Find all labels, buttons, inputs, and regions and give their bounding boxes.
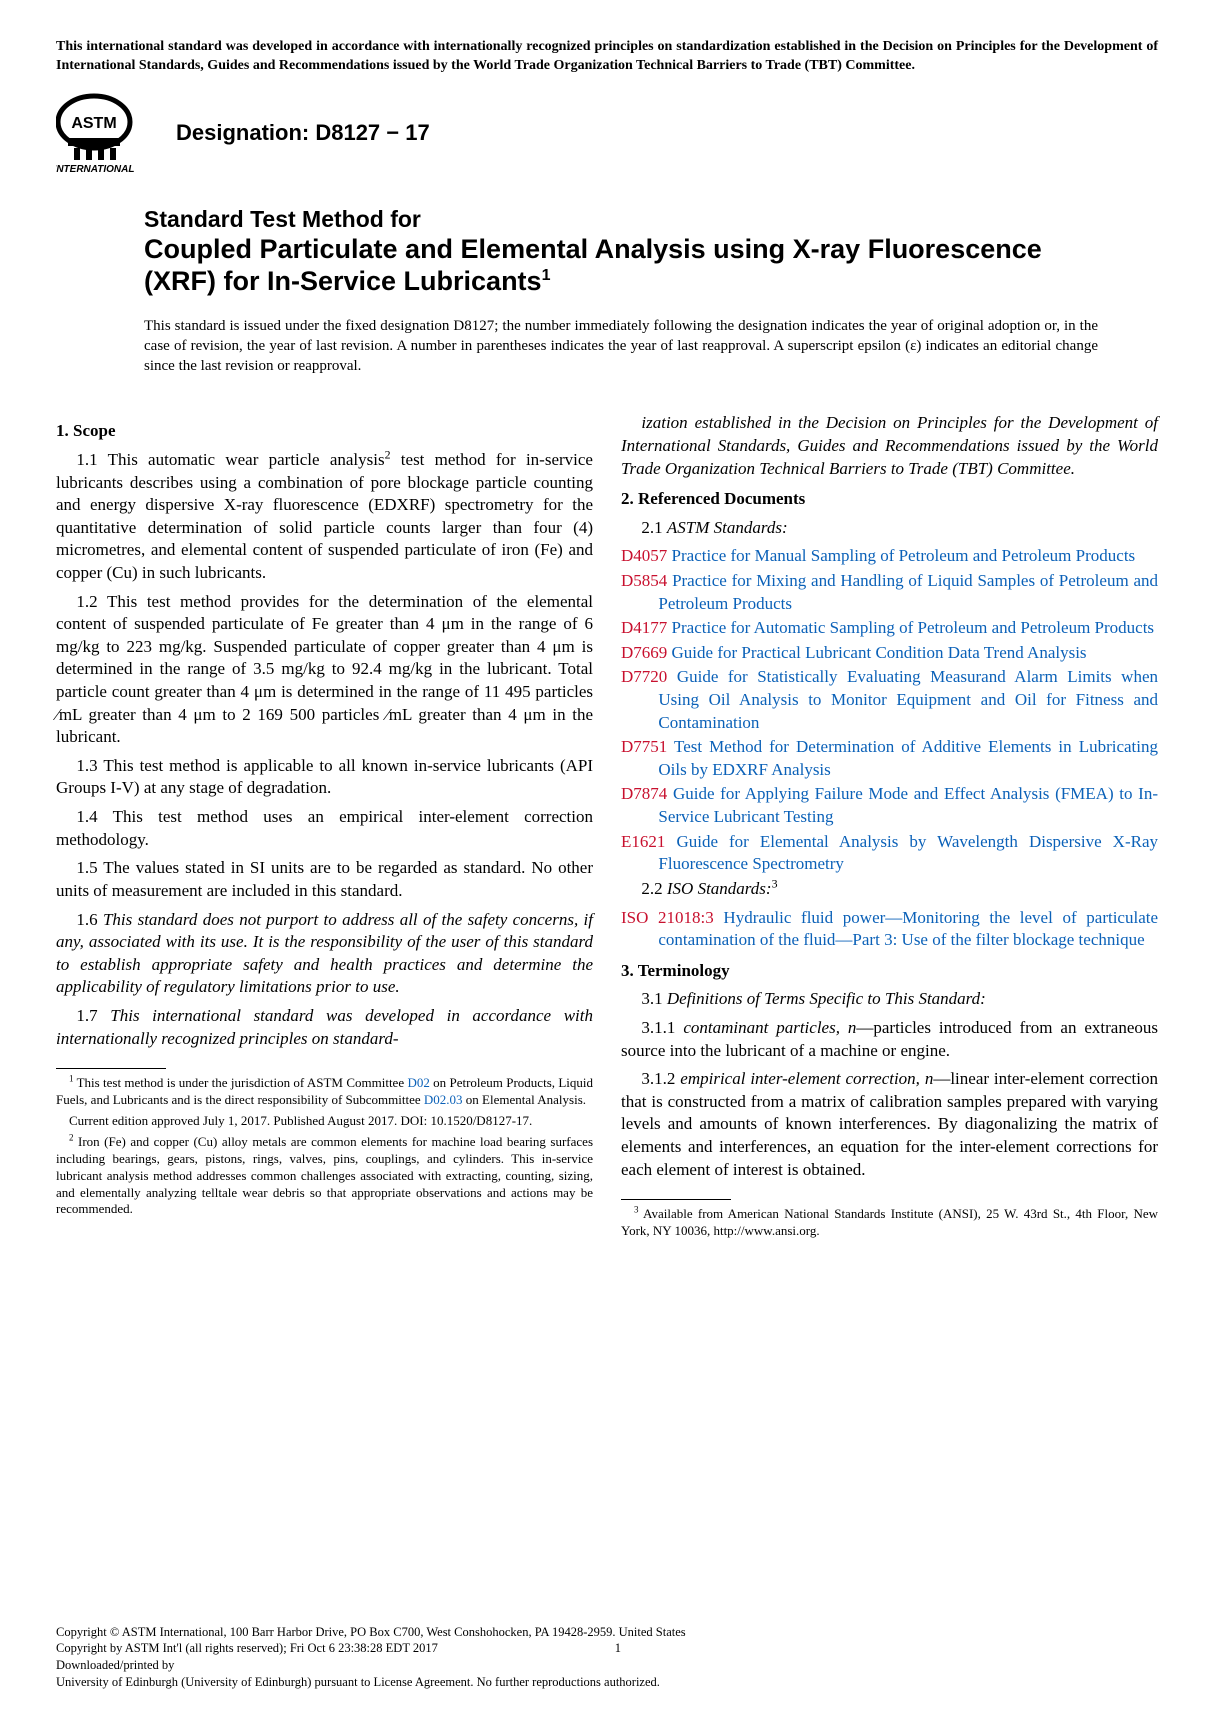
svg-text:ASTM: ASTM — [71, 115, 116, 132]
ref-code[interactable]: D7720 — [621, 667, 667, 686]
ref-item: D7720 Guide for Statistically Evaluating… — [621, 666, 1158, 734]
ref-code[interactable]: D7874 — [621, 784, 667, 803]
para-1-6: 1.6 This standard does not purport to ad… — [56, 909, 593, 999]
left-column: 1. Scope 1.1 This automatic wear particl… — [56, 412, 593, 1244]
ref-item: D4057 Practice for Manual Sampling of Pe… — [621, 545, 1158, 568]
body-columns: 1. Scope 1.1 This automatic wear particl… — [56, 412, 1158, 1244]
p312-prefix: 3.1.2 — [641, 1069, 680, 1088]
document-page: This international standard was develope… — [0, 0, 1214, 1719]
ref-item-iso: ISO 21018:3 Hydraulic fluid power—Monito… — [621, 907, 1158, 952]
p1-6-text: This standard does not purport to addres… — [56, 910, 593, 997]
copyright-line1: Copyright © ASTM International, 100 Barr… — [56, 1624, 1158, 1641]
p2-2-prefix: 2.2 — [641, 879, 667, 898]
p1-1a: 1.1 This automatic wear particle analysi… — [76, 450, 384, 469]
ref-text[interactable]: Guide for Elemental Analysis by Waveleng… — [658, 832, 1158, 874]
p311-term: contaminant particles, n — [683, 1018, 856, 1037]
fn1-link-d02[interactable]: D02 — [407, 1075, 429, 1090]
fn1-c: on Elemental Analysis. — [463, 1092, 586, 1107]
footnote-2: 2 Iron (Fe) and copper (Cu) alloy metals… — [56, 1134, 593, 1218]
title-prefix: Standard Test Method for — [144, 206, 1098, 233]
footnote-3: 3 Available from American National Stand… — [621, 1206, 1158, 1240]
ref-item: D5854 Practice for Mixing and Handling o… — [621, 570, 1158, 615]
p1-7-text: This international standard was develope… — [56, 1006, 593, 1048]
right-column: ization established in the Decision on P… — [621, 412, 1158, 1244]
para-1-1: 1.1 This automatic wear particle analysi… — [56, 449, 593, 585]
svg-text:INTERNATIONAL: INTERNATIONAL — [56, 164, 134, 174]
p312-term: empirical inter-element correction, n — [680, 1069, 933, 1088]
issuance-note: This standard is issued under the fixed … — [144, 316, 1098, 377]
para-1-2: 1.2 This test method provides for the de… — [56, 591, 593, 749]
section-1-head: 1. Scope — [56, 420, 593, 443]
top-notice: This international standard was develope… — [56, 38, 1158, 76]
ref-text[interactable]: Test Method for Determination of Additiv… — [658, 737, 1158, 779]
copyright-line4: University of Edinburgh (University of E… — [56, 1674, 1158, 1691]
astm-logo: ASTM INTERNATIONAL — [56, 92, 158, 174]
ref-code[interactable]: D4057 — [621, 546, 667, 565]
para-1-3: 1.3 This test method is applicable to al… — [56, 755, 593, 800]
ref-text[interactable]: Guide for Practical Lubricant Condition … — [672, 643, 1087, 662]
p1-6-prefix: 1.6 — [76, 910, 103, 929]
p3-1-text: Definitions of Terms Specific to This St… — [667, 989, 986, 1008]
title-block: Standard Test Method for Coupled Particu… — [144, 206, 1098, 298]
copyright-line3: Downloaded/printed by — [56, 1657, 1158, 1674]
ref-code[interactable]: D4177 — [621, 618, 667, 637]
section-2-head: 2. Referenced Documents — [621, 488, 1158, 511]
p311-prefix: 3.1.1 — [641, 1018, 683, 1037]
ref-item: D7751 Test Method for Determination of A… — [621, 736, 1158, 781]
page-number: 1 — [438, 1640, 798, 1657]
ref-text[interactable]: Hydraulic fluid power—Monitoring the lev… — [658, 908, 1158, 950]
p1-7-prefix: 1.7 — [76, 1006, 110, 1025]
ref-item: D4177 Practice for Automatic Sampling of… — [621, 617, 1158, 640]
ref-text[interactable]: Practice for Manual Sampling of Petroleu… — [672, 546, 1136, 565]
para-3-1: 3.1 Definitions of Terms Specific to Thi… — [621, 988, 1158, 1011]
ref-item: D7669 Guide for Practical Lubricant Cond… — [621, 642, 1158, 665]
copyright-block: Copyright © ASTM International, 100 Barr… — [56, 1624, 1158, 1692]
title-text: Coupled Particulate and Elemental Analys… — [144, 234, 1042, 296]
title-main: Coupled Particulate and Elemental Analys… — [144, 233, 1098, 298]
ref-code[interactable]: D5854 — [621, 571, 667, 590]
footnote-1: 1 This test method is under the jurisdic… — [56, 1075, 593, 1109]
header-row: ASTM INTERNATIONAL Designation: D8127 − … — [56, 92, 1158, 174]
designation: Designation: D8127 − 17 — [176, 120, 430, 146]
section-3-head: 3. Terminology — [621, 960, 1158, 983]
para-1-4: 1.4 This test method uses an empirical i… — [56, 806, 593, 851]
para-1-7-cont: ization established in the Decision on P… — [621, 412, 1158, 480]
para-2-2: 2.2 ISO Standards:3 — [621, 878, 1158, 901]
ref-text[interactable]: Practice for Automatic Sampling of Petro… — [672, 618, 1155, 637]
ref-code[interactable]: D7669 — [621, 643, 667, 662]
ref-item: E1621 Guide for Elemental Analysis by Wa… — [621, 831, 1158, 876]
para-3-1-1: 3.1.1 contaminant particles, n—particles… — [621, 1017, 1158, 1062]
fn2-text: Iron (Fe) and copper (Cu) alloy metals a… — [56, 1134, 593, 1217]
ref-code[interactable]: D7751 — [621, 737, 667, 756]
p1-1b: test method for in-service lubricants de… — [56, 450, 593, 582]
p2-1-text: ASTM Standards: — [667, 518, 788, 537]
footnote-1-edition: Current edition approved July 1, 2017. P… — [56, 1113, 593, 1130]
fn3-text: Available from American National Standar… — [621, 1206, 1158, 1238]
para-2-1: 2.1 ASTM Standards: — [621, 517, 1158, 540]
p2-1-prefix: 2.1 — [641, 518, 667, 537]
footnote-separator — [56, 1068, 166, 1069]
copyright-line2: Copyright by ASTM Int'l (all rights rese… — [56, 1640, 438, 1657]
ref-item: D7874 Guide for Applying Failure Mode an… — [621, 783, 1158, 828]
fn1-a: This test method is under the jurisdicti… — [74, 1075, 408, 1090]
fn1-link-d0203[interactable]: D02.03 — [424, 1092, 463, 1107]
ref-text[interactable]: Guide for Applying Failure Mode and Effe… — [658, 784, 1158, 826]
p3-1-prefix: 3.1 — [641, 989, 667, 1008]
title-sup: 1 — [542, 267, 551, 284]
ref-text[interactable]: Guide for Statistically Evaluating Measu… — [658, 667, 1158, 731]
ref-code[interactable]: E1621 — [621, 832, 665, 851]
ref-text[interactable]: Practice for Mixing and Handling of Liqu… — [658, 571, 1158, 613]
para-1-5: 1.5 The values stated in SI units are to… — [56, 857, 593, 902]
footnote-separator-right — [621, 1199, 731, 1200]
ref-code[interactable]: ISO 21018:3 — [621, 908, 714, 927]
para-3-1-2: 3.1.2 empirical inter-element correction… — [621, 1068, 1158, 1181]
p2-2-sup: 3 — [772, 876, 778, 890]
para-1-7: 1.7 This international standard was deve… — [56, 1005, 593, 1050]
p2-2-label: ISO Standards: — [667, 879, 772, 898]
